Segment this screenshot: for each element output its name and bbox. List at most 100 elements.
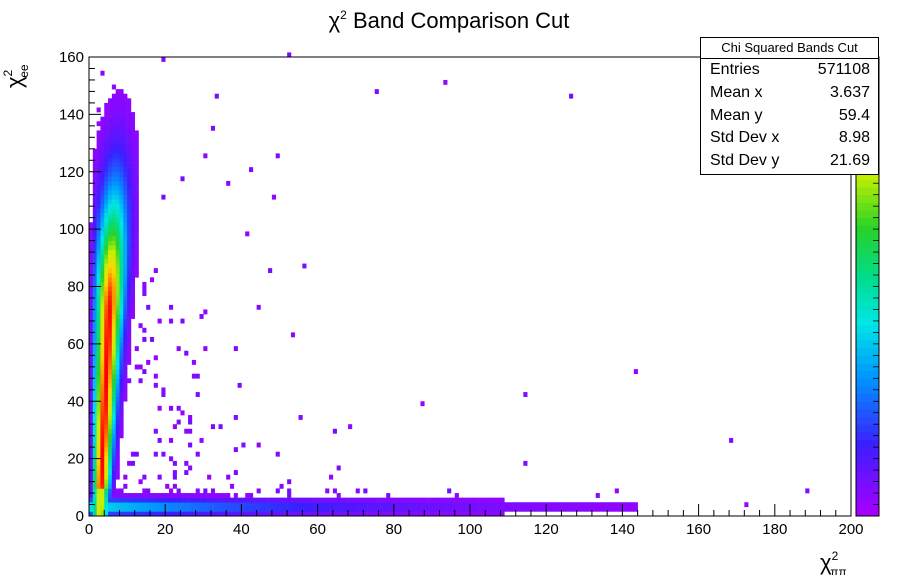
heatmap-cell	[199, 502, 204, 508]
heatmap-cell	[104, 369, 109, 375]
heatmap-cell	[130, 236, 136, 241]
heatmap-cell	[108, 277, 113, 283]
heatmap-cell	[431, 497, 437, 503]
heatmap-cell	[523, 502, 528, 508]
heatmap-cell	[134, 185, 139, 191]
heatmap-cell	[470, 502, 475, 508]
heatmap-cell	[546, 502, 551, 508]
heatmap-cell	[443, 511, 448, 517]
heatmap-cell	[96, 231, 101, 237]
heatmap-cell	[595, 506, 600, 512]
heatmap-cell	[542, 506, 547, 512]
heatmap-cell	[89, 465, 94, 471]
heatmap-cell	[96, 162, 101, 168]
heatmap-cell	[210, 493, 216, 498]
heatmap-cell	[127, 268, 132, 274]
heatmap-cell	[119, 277, 124, 283]
heatmap-cell	[287, 506, 292, 512]
heatmap-cell	[237, 382, 242, 388]
heatmap-cell	[104, 415, 109, 420]
heatmap-cell	[123, 364, 128, 370]
heatmap-cell	[165, 493, 170, 498]
heatmap-cell	[138, 378, 143, 384]
heatmap-cell	[100, 364, 105, 370]
heatmap-cell	[96, 419, 101, 425]
heatmap-cell	[191, 493, 196, 498]
heatmap-cell	[92, 488, 97, 494]
chart-title: χ2 Band Comparison Cut	[329, 8, 570, 33]
heatmap-cell	[111, 162, 116, 168]
heatmap-cell	[226, 511, 231, 517]
heatmap-cell	[96, 300, 101, 306]
heatmap-cell	[89, 222, 94, 228]
heatmap-cell	[496, 502, 501, 508]
heatmap-cell	[134, 171, 139, 177]
heatmap-cell	[89, 245, 94, 251]
heatmap-cell	[89, 470, 94, 475]
heatmap-cell	[108, 98, 113, 104]
heatmap-cell	[92, 332, 97, 338]
heatmap-cell	[252, 506, 257, 512]
heatmap-cell	[123, 332, 128, 338]
heatmap-cell	[115, 272, 120, 278]
heatmap-cell	[153, 506, 158, 512]
heatmap-cell	[138, 511, 143, 517]
heatmap-cell	[115, 300, 120, 306]
heatmap-cell	[115, 506, 120, 512]
heatmap-cell	[115, 437, 120, 443]
heatmap-cell	[222, 502, 227, 508]
heatmap-cell	[115, 405, 120, 411]
heatmap-cell	[123, 258, 128, 264]
heatmap-cell	[104, 447, 109, 453]
heatmap-cell	[188, 511, 193, 517]
heatmap-cell	[321, 502, 326, 508]
heatmap-cell	[108, 428, 113, 434]
heatmap-cell	[92, 382, 97, 388]
heatmap-cell	[115, 304, 120, 310]
heatmap-cell	[226, 506, 231, 512]
heatmap-cell	[123, 309, 128, 315]
heatmap-cell	[111, 433, 116, 439]
heatmap-cell	[188, 465, 193, 471]
heatmap-cell	[287, 479, 292, 485]
heatmap-cell	[458, 497, 463, 503]
heatmap-cell	[134, 135, 139, 140]
heatmap-cell	[123, 130, 128, 136]
heatmap-cell	[96, 451, 101, 457]
heatmap-cell	[241, 511, 246, 517]
heatmap-cell	[134, 190, 139, 195]
heatmap-cell	[92, 199, 97, 205]
heatmap-cell	[119, 493, 124, 498]
heatmap-cell	[123, 203, 128, 209]
heatmap-cell	[108, 497, 113, 503]
heatmap-cell	[108, 203, 113, 209]
heatmap-cell	[127, 98, 132, 104]
heatmap-cell	[157, 474, 162, 480]
heatmap-cell	[96, 199, 101, 205]
heatmap-cell	[127, 102, 132, 108]
heatmap-cell	[569, 506, 574, 512]
heatmap-cell	[115, 336, 120, 342]
heatmap-cell	[96, 268, 101, 274]
x-tick-label: 140	[610, 521, 635, 538]
y-tick-label: 120	[59, 164, 84, 181]
heatmap-cell	[348, 497, 353, 503]
heatmap-cell	[214, 511, 219, 517]
heatmap-cell	[119, 336, 124, 342]
heatmap-cell	[104, 341, 109, 347]
heatmap-cell	[610, 506, 616, 512]
heatmap-cell	[108, 116, 113, 122]
heatmap-cell	[111, 465, 116, 471]
heatmap-cell	[584, 506, 589, 512]
heatmap-cell	[500, 511, 505, 517]
color-scale-bin	[856, 301, 879, 310]
heatmap-cell	[130, 217, 136, 223]
heatmap-cell	[157, 502, 162, 508]
heatmap-cell	[332, 488, 337, 494]
heatmap-cell	[89, 236, 94, 241]
heatmap-cell	[450, 497, 456, 503]
heatmap-cell	[134, 511, 139, 517]
heatmap-cell	[119, 350, 124, 356]
heatmap-cell	[89, 263, 94, 269]
heatmap-cell	[340, 502, 345, 508]
